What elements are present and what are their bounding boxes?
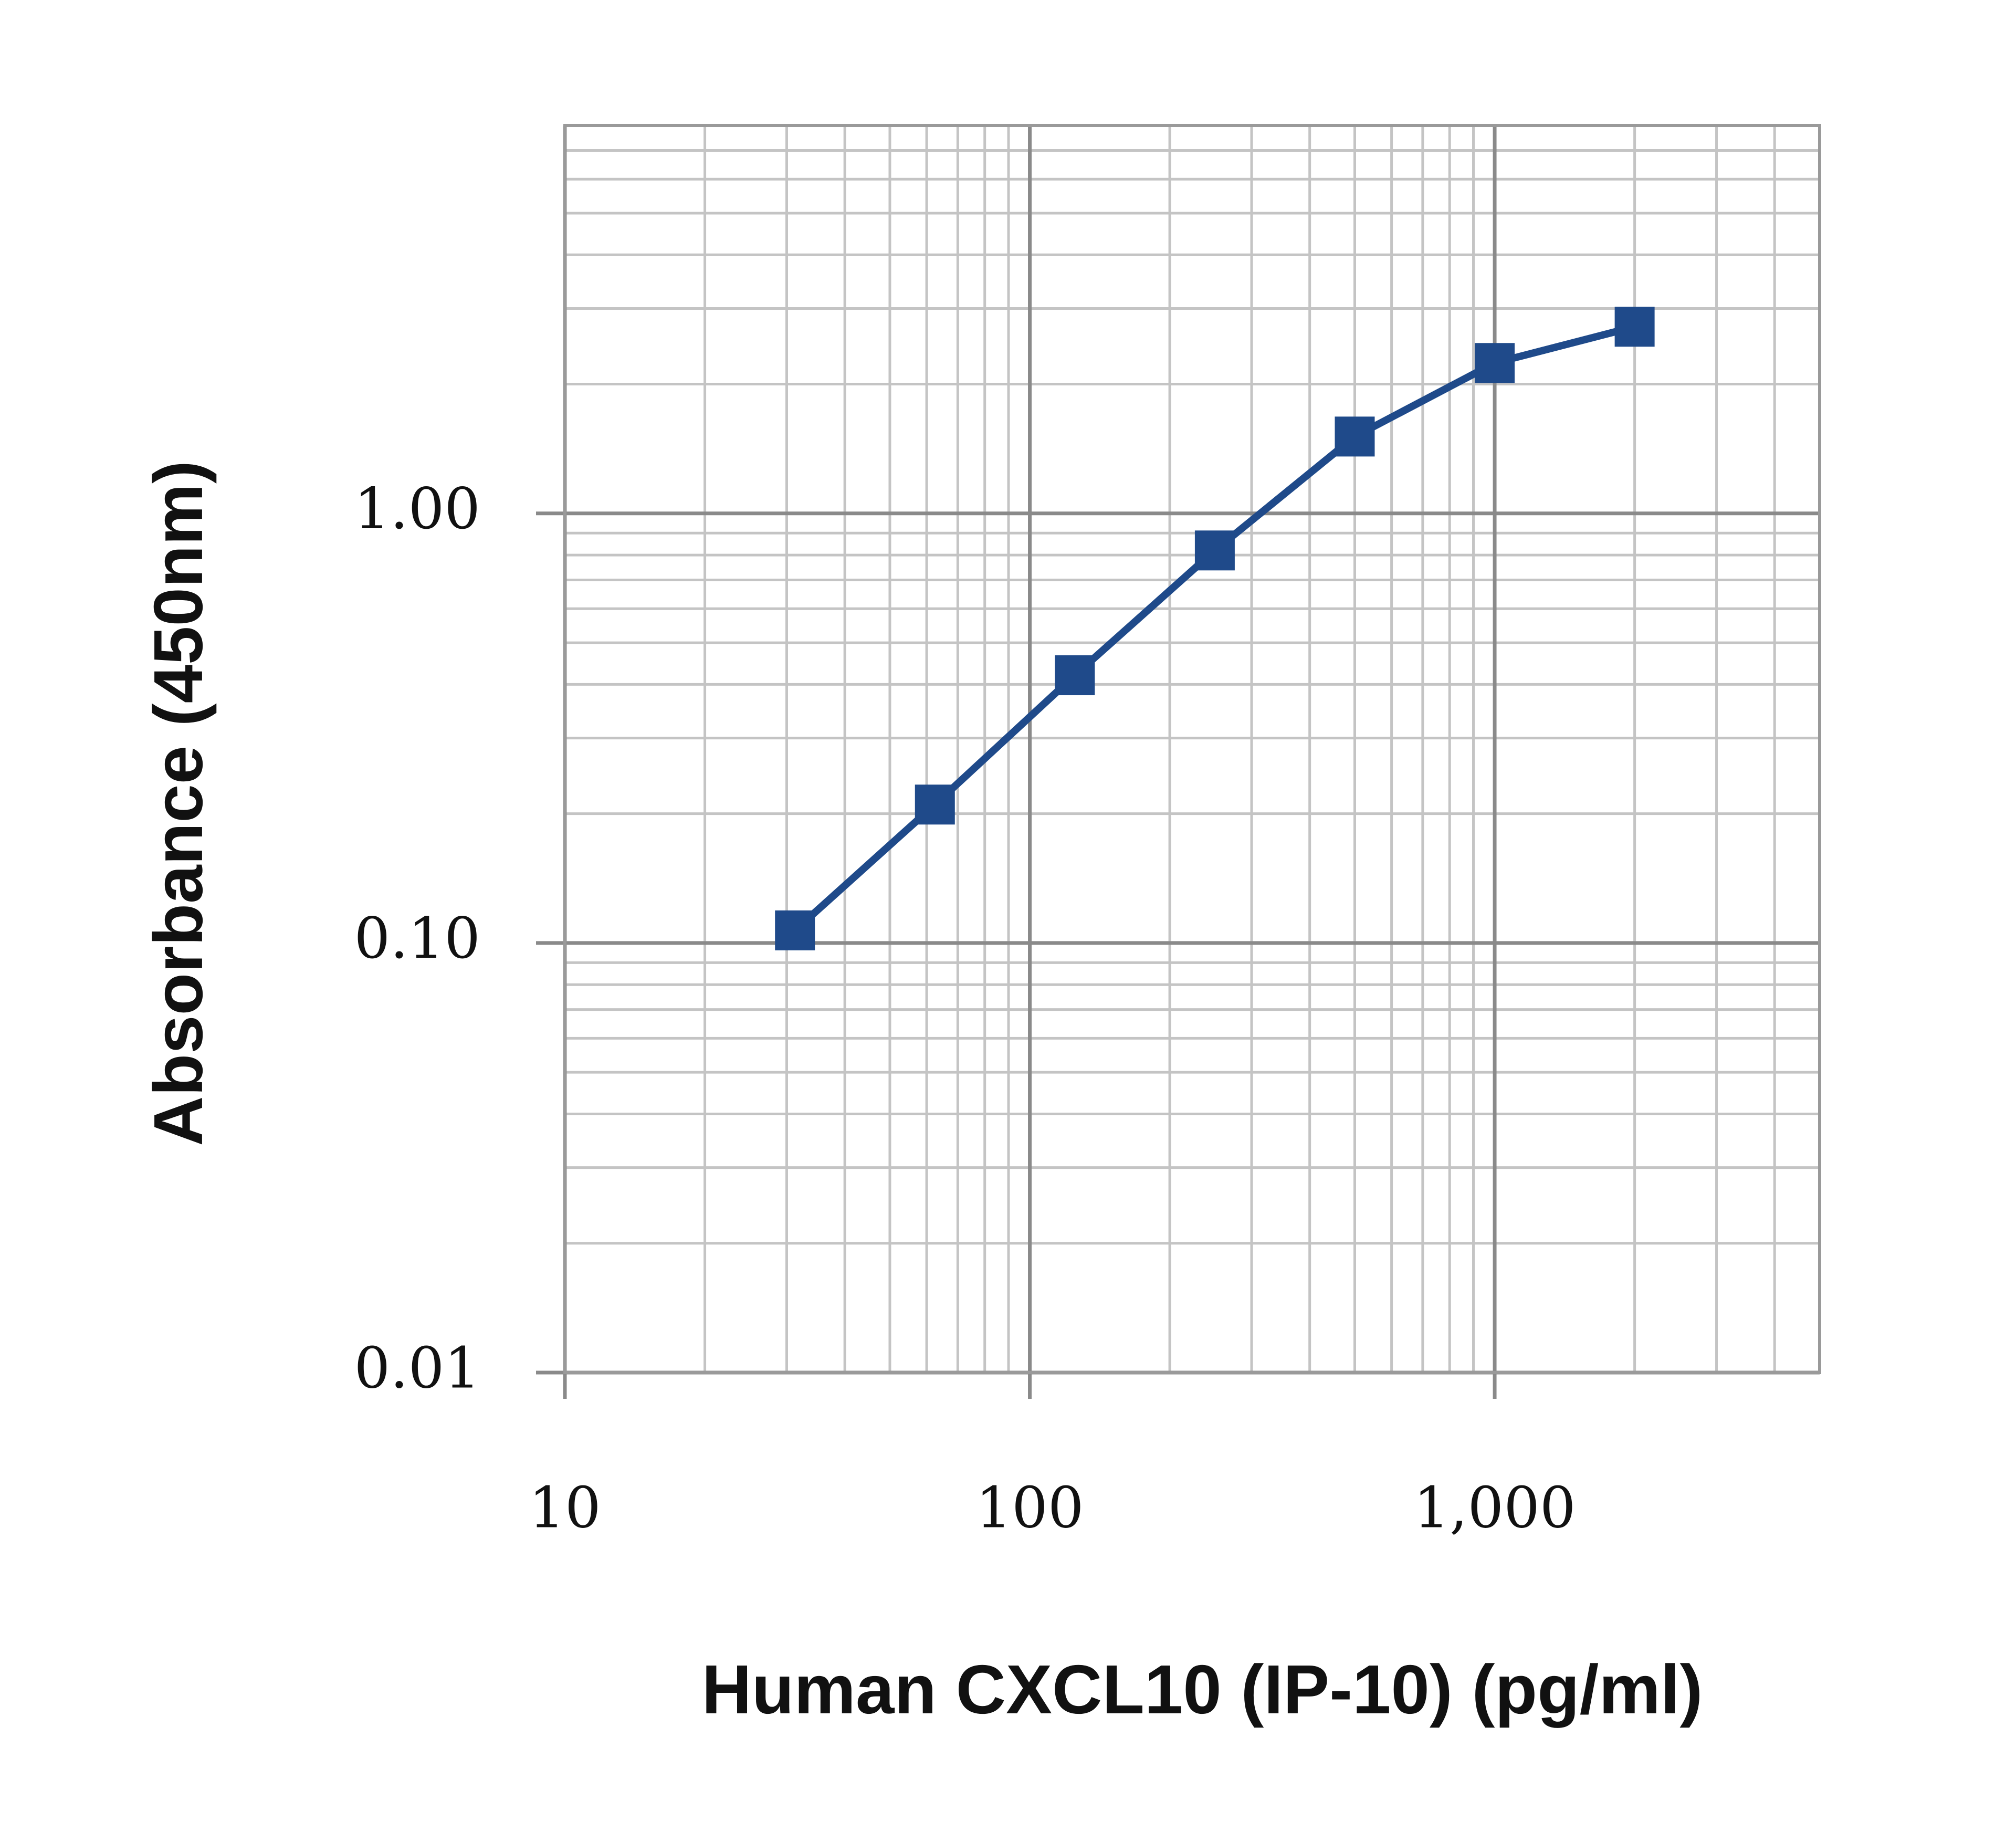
data-marker xyxy=(1055,655,1095,696)
data-marker xyxy=(1194,530,1235,571)
data-line xyxy=(792,323,1636,934)
plot-border xyxy=(563,124,1821,1374)
data-marker xyxy=(775,910,815,950)
x-tick-label: 100 xyxy=(975,1475,1084,1541)
y-tick-label: 1.00 xyxy=(354,476,480,542)
data-marker xyxy=(1475,343,1515,383)
data-marker xyxy=(1614,307,1655,347)
y-tick-label: 0.01 xyxy=(354,1335,480,1401)
x-tick-label: 1,000 xyxy=(1413,1475,1576,1541)
data-marker xyxy=(1335,416,1375,457)
y-axis-title: Absorbance (450nm) xyxy=(140,460,217,1146)
x-axis-title: Human CXCL10 (IP-10) (pg/ml) xyxy=(702,1651,1703,1728)
x-tick-label: 10 xyxy=(529,1475,601,1541)
data-marker xyxy=(915,784,955,825)
y-tick-label: 0.10 xyxy=(354,906,480,971)
